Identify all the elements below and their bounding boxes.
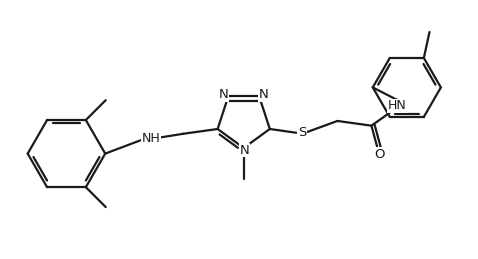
- Text: NH: NH: [142, 132, 161, 145]
- Text: O: O: [375, 148, 385, 161]
- Text: N: N: [219, 88, 228, 101]
- Text: N: N: [240, 144, 250, 157]
- Text: S: S: [298, 126, 306, 139]
- Text: HN: HN: [388, 99, 407, 112]
- Text: N: N: [259, 88, 269, 101]
